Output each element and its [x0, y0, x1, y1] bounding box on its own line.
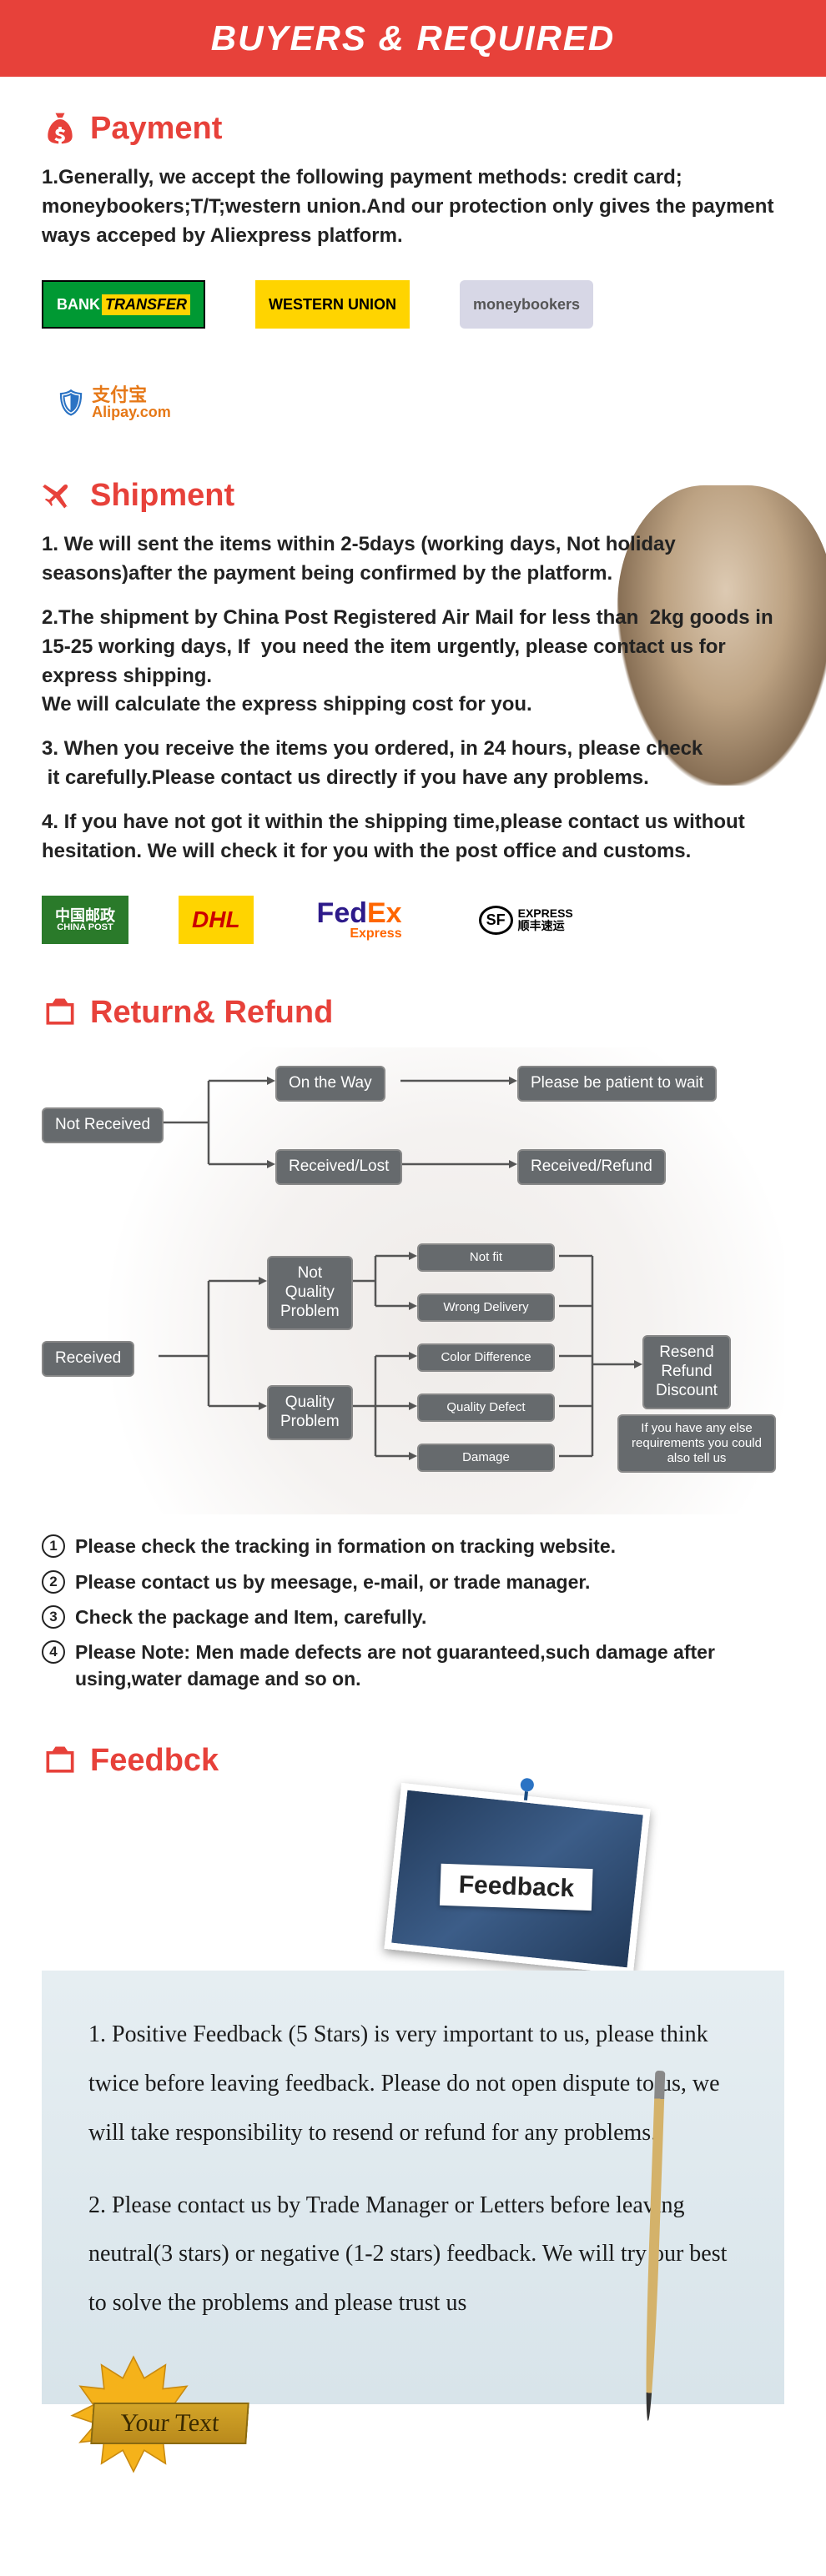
bank-transfer-label-2: TRANSFER — [102, 294, 190, 315]
moneybookers-logo: moneybookers — [460, 280, 593, 329]
payment-heading: Payment — [42, 110, 784, 147]
node-resend: Resend Refund Discount — [642, 1335, 731, 1409]
dhl-logo: DHL — [179, 896, 254, 944]
return-title: Return& Refund — [90, 995, 333, 1031]
node-received: Received — [42, 1341, 134, 1377]
sf-express-logo: SF EXPRESS 顺丰速运 — [466, 896, 587, 944]
star-badge: Your Text — [58, 2354, 275, 2488]
return-notes: 1 Please check the tracking in formation … — [42, 1533, 784, 1692]
feedback-title: Feedbck — [90, 1743, 219, 1779]
payment-text: 1.Generally, we accept the following pay… — [42, 163, 784, 250]
fedex-sub: Express — [350, 927, 401, 941]
payment-section: Payment 1.Generally, we accept the follo… — [0, 110, 826, 477]
badge-ribbon: Your Text — [90, 2403, 249, 2444]
feedback-photo: Feedback — [384, 1783, 650, 1975]
node-not-received: Not Received — [42, 1107, 164, 1143]
fedex-logo: FedEx Express — [304, 896, 416, 944]
feedback-photo-label: Feedback — [440, 1864, 593, 1911]
note-3: 3 Check the package and Item, carefully. — [42, 1604, 784, 1630]
note-num-2: 2 — [42, 1570, 65, 1594]
shipment-section: Shipment 1. We will sent the items withi… — [0, 477, 826, 994]
pushpin-icon — [512, 1775, 541, 1804]
shipment-title: Shipment — [90, 478, 234, 514]
bank-transfer-label-1: BANK — [57, 296, 100, 314]
note-text-3: Check the package and Item, carefully. — [75, 1604, 784, 1630]
shipment-p4: 4. If you have not got it within the shi… — [42, 808, 784, 866]
note-2: 2 Please contact us by meesage, e-mail, o… — [42, 1569, 784, 1595]
node-else: If you have any else requirements you co… — [617, 1414, 776, 1473]
note-text-1: Please check the tracking in formation o… — [75, 1533, 784, 1559]
sf-express-text: EXPRESS 顺丰速运 — [518, 907, 573, 933]
note-num-1: 1 — [42, 1534, 65, 1558]
feedback-box: 1. Positive Feedback (5 Stars) is very i… — [42, 1971, 784, 2404]
node-qp: Quality Problem — [267, 1385, 353, 1440]
page-banner: BUYERS & REQUIRED — [0, 0, 826, 77]
feedback-heading: Feedbck — [42, 1742, 784, 1779]
shipment-p3: 3. When you receive the items you ordere… — [42, 735, 784, 793]
note-text-4: Please Note: Men made defects are not gu… — [75, 1639, 784, 1692]
china-post-logo: 中国邮政 CHINA POST — [42, 896, 128, 944]
note-4: 4 Please Note: Men made defects are not g… — [42, 1639, 784, 1692]
note-num-4: 4 — [42, 1640, 65, 1664]
node-damage: Damage — [417, 1444, 555, 1472]
shipment-p2: 2.The shipment by China Post Registered … — [42, 604, 784, 720]
money-bag-icon — [42, 110, 78, 147]
return-heading: Return& Refund — [42, 994, 784, 1031]
western-union-logo: WESTERN UNION — [255, 280, 410, 329]
alipay-en: Alipay.com — [92, 404, 171, 419]
return-flowchart: Not Received On the Way Received/Lost Pl… — [42, 1047, 784, 1514]
package-icon — [42, 994, 78, 1031]
return-section: Return& Refund — [0, 994, 826, 1742]
bank-transfer-logo: BANK TRANSFER — [42, 280, 205, 329]
node-not-fit: Not fit — [417, 1243, 555, 1272]
node-on-way: On the Way — [275, 1066, 385, 1102]
alipay-logo: 🛡 支付宝 Alipay.com — [42, 379, 184, 427]
feedback-p2: 2. Please contact us by Trade Manager or… — [88, 2182, 738, 2328]
note-1: 1 Please check the tracking in formation … — [42, 1533, 784, 1559]
note-text-2: Please contact us by meesage, e-mail, or… — [75, 1569, 784, 1595]
shipment-logos: 中国邮政 CHINA POST DHL FedEx Express SF EXP… — [42, 881, 784, 952]
china-post-cn: 中国邮政 — [55, 908, 115, 923]
node-color-diff: Color Difference — [417, 1343, 555, 1372]
node-quality-defect: Quality Defect — [417, 1393, 555, 1422]
payment-logos: BANK TRANSFER WESTERN UNION moneybookers… — [42, 265, 784, 435]
alipay-cn: 支付宝 — [92, 386, 171, 404]
feedback-p1: 1. Positive Feedback (5 Stars) is very i… — [88, 2011, 738, 2157]
node-not-qp: Not Quality Problem — [267, 1256, 353, 1329]
note-num-3: 3 — [42, 1605, 65, 1629]
sf-express-mark: SF — [479, 906, 513, 935]
feedback-section: Feedbck Feedback 1. Positive Feedback (5… — [0, 1742, 826, 2529]
alipay-shield-icon: 🛡 — [55, 389, 87, 418]
package-icon — [42, 1742, 78, 1779]
payment-title: Payment — [90, 111, 222, 147]
node-recv-lost: Received/Lost — [275, 1149, 402, 1185]
node-wrong-delivery: Wrong Delivery — [417, 1293, 555, 1322]
china-post-en: CHINA POST — [55, 923, 115, 932]
shipment-p1: 1. We will sent the items within 2-5days… — [42, 530, 784, 589]
node-recv-refund: Received/Refund — [517, 1149, 666, 1185]
airplane-icon — [42, 477, 78, 514]
node-patient: Please be patient to wait — [517, 1066, 717, 1102]
